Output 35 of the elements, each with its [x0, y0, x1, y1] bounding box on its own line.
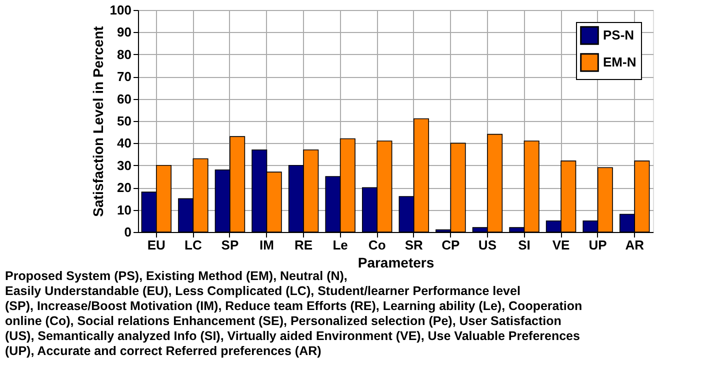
x-tick-label: UP	[588, 238, 608, 252]
text: online (Co), Social relations Enhancement (SE), Personalized selection (Pe), User Satisfaction	[5, 314, 562, 328]
text: Easily Understandable (EU), Less Complicated (LC), Student/learner Performance level	[5, 284, 520, 298]
x-tick-label: VE	[552, 238, 570, 252]
x-tick-label: CP	[442, 238, 460, 252]
y-tick-label: 100	[110, 2, 132, 18]
y-tick-label: 40	[117, 136, 132, 151]
x-tick-label: Le	[332, 238, 348, 252]
x-tick-label: RE	[294, 238, 313, 252]
y-tick-label: 70	[117, 69, 132, 84]
x-tick-label: SR	[404, 238, 424, 252]
legend-label: PS-N	[603, 28, 634, 42]
y-tick-label: 60	[117, 91, 132, 106]
text: (SP), Increase/Boost Motivation (IM), Reduce team Efforts (RE), Learning ability (Le), Cooperation	[5, 299, 582, 313]
y-tick-label: 50	[117, 114, 132, 128]
y-tick-label: 20	[117, 180, 132, 196]
y-tick-label: 10	[117, 202, 132, 218]
x-tick-label: EU	[147, 238, 166, 252]
x-tick-label: SI	[518, 238, 530, 252]
legend-label: EM-N	[603, 54, 636, 70]
x-tick-label: SP	[221, 238, 239, 252]
y-tick-label: 0	[124, 224, 132, 240]
y-tick-label: 80	[117, 46, 132, 62]
y-tick-label: 30	[117, 158, 132, 173]
x-tick-label: Co	[368, 238, 386, 252]
y-axis-title: Satisfaction Level in Percent	[90, 26, 106, 217]
x-tick-label: IM	[260, 238, 274, 252]
x-axis-title: Parameters	[358, 254, 434, 270]
x-tick-label: LC	[184, 238, 202, 252]
x-tick-label: AR	[625, 238, 645, 252]
text: (UP), Accurate and correct Referred preferences (AR)	[5, 344, 322, 358]
text: (US), Semantically analyzed Info (SI), Virtually aided Environment (VE), Use Valuable Preferences	[5, 329, 580, 343]
y-tick-label: 90	[117, 24, 132, 40]
text: Proposed System (PS), Existing Method (EM), Neutral (N),	[5, 269, 348, 283]
x-tick-label: US	[478, 238, 497, 252]
